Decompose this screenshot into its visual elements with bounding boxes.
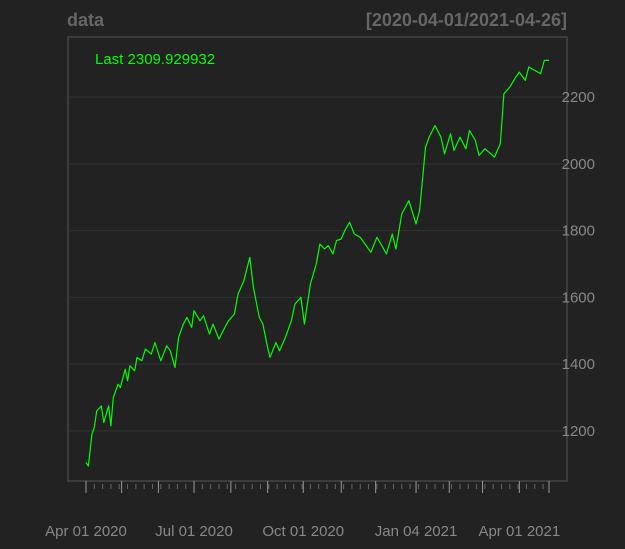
series-line bbox=[85, 59, 549, 467]
y-tick-label: 1400 bbox=[562, 356, 595, 373]
x-tick-label: Apr 01 2021 bbox=[478, 523, 560, 540]
series-group bbox=[85, 59, 549, 467]
x-tick-label: Oct 01 2020 bbox=[262, 523, 344, 540]
y-tick-label: 2000 bbox=[562, 156, 595, 173]
grid-lines bbox=[68, 96, 567, 432]
y-tick-label: 2200 bbox=[562, 89, 595, 106]
x-axis: Apr 01 2020 Jul 01 2020 Oct 01 2020 Jan 04 … bbox=[45, 481, 560, 540]
y-tick-label: 1800 bbox=[562, 223, 595, 240]
y-tick-label: 1600 bbox=[562, 289, 595, 306]
x-tick-label: Jan 04 2021 bbox=[375, 523, 458, 540]
chart-title-right: [2020-04-01/2021-04-26] bbox=[366, 10, 567, 30]
y-tick-label: 1200 bbox=[562, 423, 595, 440]
x-tick-label: Jul 01 2020 bbox=[155, 523, 233, 540]
last-value-label: Last 2309.929932 bbox=[95, 51, 215, 68]
chart-title-left: data bbox=[67, 10, 105, 30]
plot-frame bbox=[67, 36, 568, 482]
x-tick-label: Apr 01 2020 bbox=[45, 523, 127, 540]
y-axis: 1200 1400 1600 1800 2000 2200 bbox=[562, 89, 595, 440]
